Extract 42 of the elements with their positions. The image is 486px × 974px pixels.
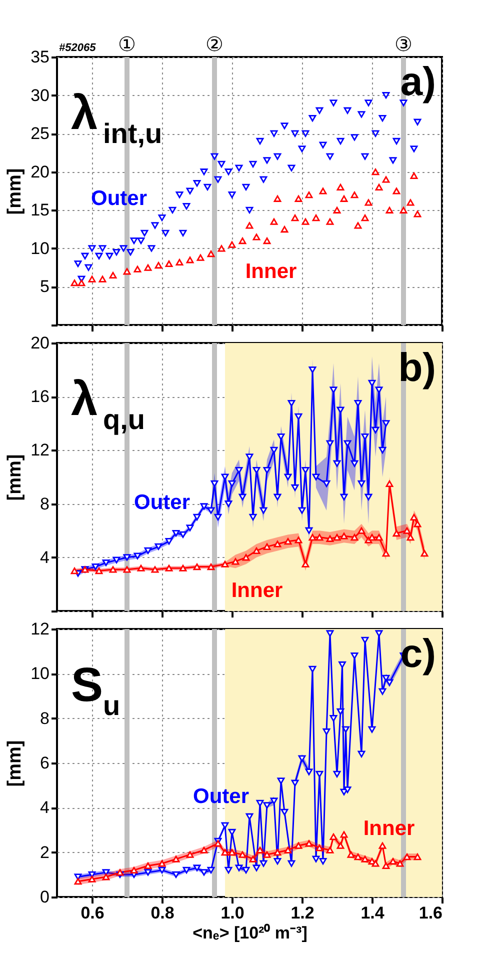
y-tick-label: 4 xyxy=(40,798,50,818)
y-tick-label: 20 xyxy=(30,334,50,352)
y-tick-label: 12 xyxy=(30,620,50,638)
y-tick-label: 25 xyxy=(30,124,50,144)
x-axis-title: <nₑ> [10²⁰ m⁻³] xyxy=(192,924,308,942)
y-axis-title: [mm] xyxy=(4,454,26,501)
y-tick-label: 10 xyxy=(30,238,50,258)
annotation: a) xyxy=(400,60,436,104)
y-tick-label: 12 xyxy=(30,440,50,460)
y-tick-label: 35 xyxy=(30,48,50,66)
x-tick-label: 0.8 xyxy=(150,904,174,922)
y-tick-label: 5 xyxy=(40,277,50,296)
ref-line-label: ② xyxy=(206,32,224,56)
y-axis-title: [mm] xyxy=(4,168,26,215)
y-tick-label: 6 xyxy=(40,754,50,772)
y-tick-label: 30 xyxy=(30,86,50,105)
y-tick-label: 10 xyxy=(30,664,50,684)
text: #52065 xyxy=(59,42,97,54)
y-tick-label: 2 xyxy=(40,842,50,862)
y-tick-label: 0 xyxy=(40,888,50,906)
ref-line-label: ③ xyxy=(394,32,412,56)
y-tick-label: 20 xyxy=(30,162,50,182)
legend-label: Outer xyxy=(192,785,250,808)
y-tick-label: 8 xyxy=(40,708,50,728)
y-axis-title: [mm] xyxy=(4,740,26,787)
series-label: Inner xyxy=(231,579,283,602)
y-tick-label: 15 xyxy=(30,200,50,220)
annotation: b) xyxy=(398,346,436,390)
ref-line-label: ① xyxy=(118,32,136,56)
text: Outer xyxy=(134,491,190,514)
y-tick-label: 8 xyxy=(40,494,50,514)
x-tick-label: 1.6 xyxy=(418,904,442,922)
x-tick-label: 1.0 xyxy=(220,904,244,922)
x-tick-label: 1.2 xyxy=(290,904,314,922)
series-label: Outer xyxy=(90,187,148,210)
y-tick-label: 4 xyxy=(40,548,50,567)
x-tick-label: 1.4 xyxy=(360,904,385,922)
text: Inner xyxy=(245,260,297,283)
annotation: c) xyxy=(400,632,436,676)
legend-label: Inner xyxy=(363,817,415,840)
y-tick-label: 16 xyxy=(30,387,50,406)
x-tick-label: 0.6 xyxy=(80,904,104,922)
